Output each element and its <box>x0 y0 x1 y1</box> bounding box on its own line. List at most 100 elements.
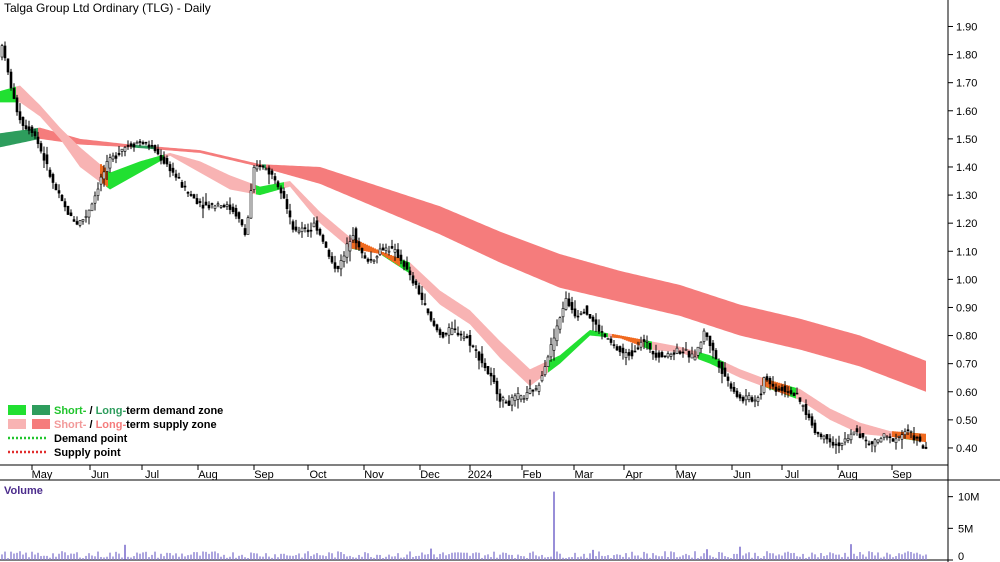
candle-body <box>804 404 808 415</box>
candle-body <box>705 332 709 337</box>
candle-body <box>279 187 283 194</box>
month-tick-label: Aug <box>838 469 858 481</box>
candle-body <box>777 388 781 391</box>
candle-body <box>819 433 823 437</box>
candle-body <box>9 71 13 89</box>
zone-cross-segment <box>616 334 618 338</box>
candle-body <box>474 349 478 351</box>
candle-body <box>375 256 379 259</box>
zone-cross-segment <box>638 338 640 346</box>
candle-body <box>738 394 742 399</box>
candle-body <box>660 352 664 358</box>
zone-cross-segment <box>388 254 390 260</box>
candle-body <box>666 353 670 358</box>
candle-body <box>297 230 301 233</box>
candle-body <box>483 362 487 369</box>
short-term-zone-segment <box>652 341 698 360</box>
candle-body <box>384 247 388 251</box>
candle-body <box>486 366 490 374</box>
candle-body <box>276 181 280 188</box>
candle-body <box>42 153 46 161</box>
candle-body <box>357 241 361 248</box>
candle-body <box>885 436 889 439</box>
candle-body <box>441 331 445 338</box>
candle-body <box>531 389 535 392</box>
candle-body <box>672 352 676 355</box>
candle-body <box>396 249 400 259</box>
candle-body <box>111 155 115 160</box>
legend-swatch-long <box>32 405 50 415</box>
zone-cross-segment <box>382 252 384 256</box>
candle-body <box>0 45 4 58</box>
candle-body <box>726 376 730 381</box>
candle-body <box>918 436 922 442</box>
candle-body <box>891 438 895 442</box>
candle-body <box>867 443 871 446</box>
zone-cross-segment <box>370 246 372 253</box>
price-tick-label: 0.80 <box>956 331 977 343</box>
candle-body <box>309 229 313 232</box>
candle-body <box>255 165 259 170</box>
short-term-zone-segment <box>724 361 766 388</box>
candle-body <box>36 136 40 144</box>
price-tick-label: 1.60 <box>956 106 977 118</box>
candle-body <box>129 143 133 147</box>
zone-cross-segment <box>360 241 362 251</box>
long-term-zone-segment <box>132 144 156 150</box>
zone-cross-segment <box>372 247 374 253</box>
candle-body <box>834 443 838 446</box>
candle-body <box>837 442 841 447</box>
candle-body <box>6 58 10 73</box>
candle-body <box>60 194 64 202</box>
legend-label: Demand point <box>54 433 128 445</box>
candle-body <box>798 397 802 402</box>
candle-body <box>585 305 589 315</box>
candle-body <box>897 435 901 438</box>
candle-body <box>339 260 343 270</box>
candle-body <box>780 387 784 391</box>
candle-body <box>246 217 250 235</box>
candle-body <box>654 352 658 358</box>
candle-body <box>168 164 172 172</box>
candle-body <box>543 366 547 376</box>
volume-axis-ticks: 10M 5M 0 <box>948 492 979 562</box>
candle-body <box>768 377 772 385</box>
month-tick-label: May <box>676 469 697 481</box>
candle-body <box>294 226 298 231</box>
candle-body <box>609 338 613 343</box>
candle-body <box>72 219 76 222</box>
candle-body <box>249 190 253 219</box>
legend-label: Short- / Long-term demand zone <box>54 405 223 417</box>
candle-body <box>612 344 616 346</box>
candle-body <box>840 442 844 446</box>
short-term-zone-segment <box>410 262 548 387</box>
candle-body <box>237 212 241 219</box>
candle-body <box>795 392 799 395</box>
candle-body <box>744 395 748 401</box>
candle-body <box>771 383 775 387</box>
candle-body <box>831 441 835 446</box>
candle-body <box>78 220 82 226</box>
candle-body <box>852 431 856 435</box>
candle-body <box>108 157 112 169</box>
month-tick-label: May <box>32 469 53 481</box>
candle-body <box>18 111 22 121</box>
candle-body <box>579 313 583 315</box>
candle-body <box>906 429 910 432</box>
candle-body <box>513 395 517 401</box>
candle-body <box>678 351 682 354</box>
zone-cross-segment <box>618 335 620 339</box>
candle-body <box>495 380 499 395</box>
candle-body <box>192 194 196 199</box>
legend-label: Supply point <box>54 447 121 459</box>
candle-body <box>360 247 364 254</box>
candle-body <box>81 218 85 222</box>
candle-body <box>354 228 358 244</box>
zone-cross-segment <box>100 164 102 182</box>
candle-body <box>138 141 142 143</box>
short-term-zone-segment <box>0 86 16 103</box>
candle-body <box>147 144 151 148</box>
candle-body <box>651 350 655 355</box>
legend: Short- / Long-term demand zone Short- / L… <box>8 405 223 459</box>
candle-body <box>813 422 817 434</box>
